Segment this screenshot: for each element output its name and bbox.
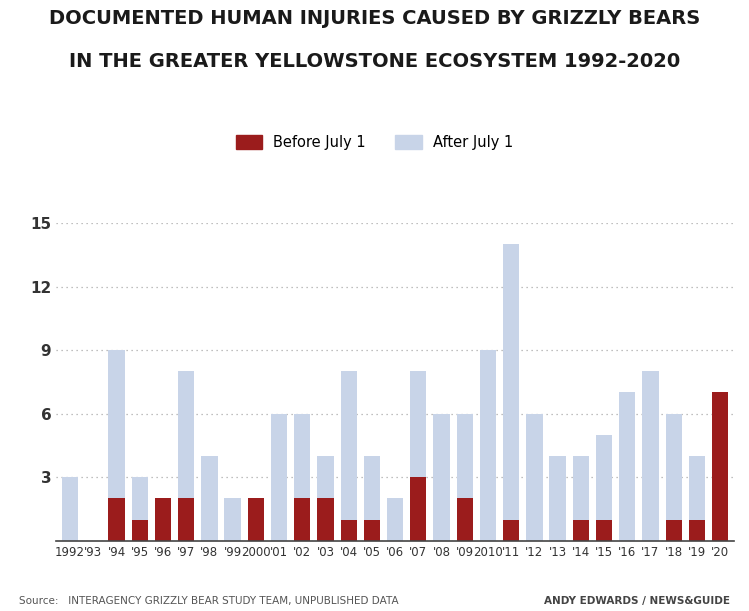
Bar: [109, 499, 124, 541]
Text: DOCUMENTED HUMAN INJURIES CAUSED BY GRIZZLY BEARS: DOCUMENTED HUMAN INJURIES CAUSED BY GRIZ…: [49, 9, 700, 28]
Legend: Before July 1, After July 1: Before July 1, After July 1: [230, 130, 519, 156]
Bar: [132, 477, 148, 519]
Bar: [643, 371, 658, 541]
Bar: [666, 414, 682, 519]
Bar: [225, 499, 240, 541]
Text: ANDY EDWARDS / NEWS&GUIDE: ANDY EDWARDS / NEWS&GUIDE: [545, 596, 730, 606]
Bar: [109, 350, 124, 499]
Bar: [457, 499, 473, 541]
Bar: [364, 456, 380, 519]
Bar: [248, 499, 264, 541]
Bar: [596, 519, 612, 541]
Bar: [503, 519, 519, 541]
Bar: [666, 519, 682, 541]
Bar: [62, 477, 78, 541]
Bar: [480, 350, 496, 541]
Bar: [318, 456, 333, 499]
Bar: [573, 519, 589, 541]
Bar: [410, 371, 426, 477]
Bar: [341, 519, 357, 541]
Bar: [294, 499, 310, 541]
Bar: [341, 371, 357, 519]
Bar: [527, 414, 542, 541]
Bar: [689, 519, 705, 541]
Bar: [318, 499, 333, 541]
Bar: [619, 392, 635, 541]
Bar: [155, 499, 171, 541]
Bar: [364, 519, 380, 541]
Bar: [457, 414, 473, 499]
Text: Source:   INTERAGENCY GRIZZLY BEAR STUDY TEAM, UNPUBLISHED DATA: Source: INTERAGENCY GRIZZLY BEAR STUDY T…: [19, 596, 398, 606]
Bar: [178, 499, 194, 541]
Bar: [271, 414, 287, 541]
Bar: [689, 456, 705, 519]
Bar: [596, 435, 612, 519]
Bar: [201, 456, 217, 541]
Bar: [550, 456, 565, 541]
Bar: [712, 392, 728, 541]
Bar: [178, 371, 194, 499]
Text: IN THE GREATER YELLOWSTONE ECOSYSTEM 1992-2020: IN THE GREATER YELLOWSTONE ECOSYSTEM 199…: [69, 52, 680, 71]
Bar: [410, 477, 426, 541]
Bar: [503, 244, 519, 519]
Bar: [294, 414, 310, 499]
Bar: [434, 414, 449, 541]
Bar: [573, 456, 589, 519]
Bar: [387, 499, 403, 541]
Bar: [132, 519, 148, 541]
